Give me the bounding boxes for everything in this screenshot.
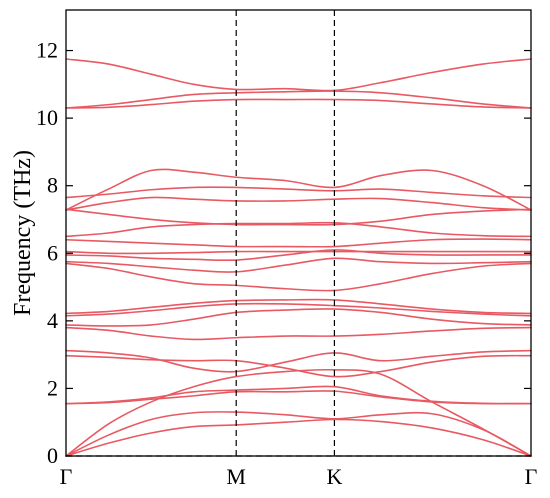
- x-tick-label-M: M: [226, 464, 246, 489]
- y-tick-label: 10: [36, 105, 58, 130]
- band-line-4: [65, 390, 532, 405]
- band-line-12: [65, 262, 532, 292]
- band-line-16: [65, 238, 532, 248]
- band-line-24: [65, 58, 532, 92]
- band-line-13: [65, 257, 532, 273]
- band-line-21: [65, 168, 532, 211]
- x-tick-label-Γ: Γ: [60, 464, 73, 489]
- band-line-10: [65, 302, 532, 317]
- band-line-6: [65, 354, 532, 378]
- band-line-2: [65, 411, 532, 457]
- band-line-9: [65, 308, 532, 327]
- band-line-11: [65, 298, 532, 315]
- band-line-22: [65, 98, 532, 109]
- band-line-5: [65, 385, 532, 405]
- y-tick-label: 6: [47, 240, 58, 265]
- band-line-1: [65, 418, 532, 457]
- band-line-19: [65, 196, 532, 211]
- y-tick-label: 0: [47, 443, 58, 468]
- band-line-8: [65, 326, 532, 341]
- band-line-20: [65, 186, 532, 199]
- x-tick-label-K: K: [326, 464, 342, 489]
- y-axis-ticks: 0 2 4 6 8 10 12: [36, 38, 531, 468]
- y-axis-label: Frequency (THz): [10, 150, 36, 316]
- y-tick-label: 4: [47, 308, 58, 333]
- y-tick-label: 8: [47, 173, 58, 198]
- band-line-17: [65, 221, 532, 238]
- band-line-14: [65, 249, 532, 262]
- band-line-15: [65, 250, 532, 255]
- y-tick-label: 2: [47, 375, 58, 400]
- band-line-18: [65, 208, 532, 226]
- high-symmetry-lines: [235, 10, 336, 456]
- band-line-7: [65, 349, 532, 373]
- band-line-23: [65, 90, 532, 109]
- band-lines: [65, 58, 532, 457]
- plot-frame: [65, 9, 532, 457]
- band-line-3: [65, 368, 532, 457]
- x-tick-label-Γ: Γ: [525, 464, 538, 489]
- y-tick-label: 12: [36, 38, 58, 63]
